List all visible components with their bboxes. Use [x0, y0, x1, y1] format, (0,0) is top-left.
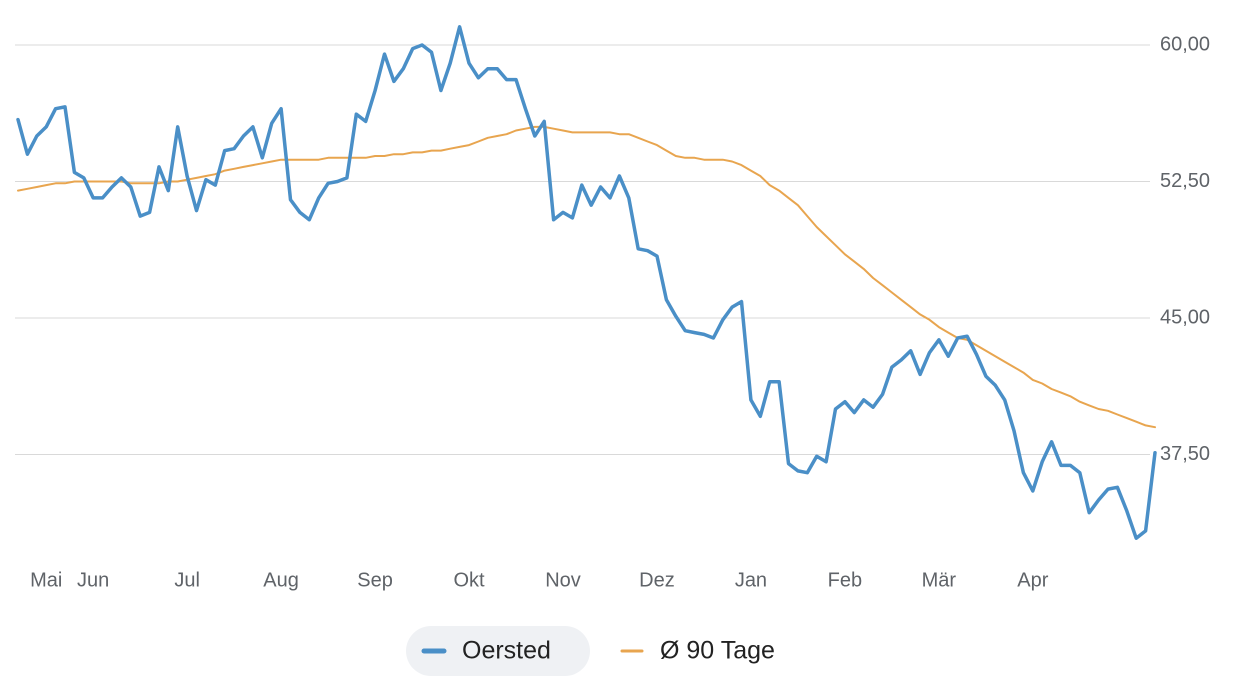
series-line	[17, 125, 1156, 429]
x-tick-label: Feb	[828, 569, 862, 591]
x-tick-label: Okt	[453, 569, 485, 591]
legend-label: Ø 90 Tage	[660, 637, 775, 665]
y-tick-label: 52,50	[1160, 170, 1210, 192]
x-tick-label: Jun	[77, 569, 109, 591]
legend-item[interactable]: Oersted	[406, 626, 590, 676]
series-line	[16, 25, 1157, 540]
x-tick-label: Apr	[1017, 569, 1048, 591]
legend-label: Oersted	[462, 637, 551, 665]
y-tick-label: 60,00	[1160, 33, 1210, 55]
x-tick-label: Nov	[545, 569, 581, 591]
x-tick-label: Aug	[263, 569, 299, 591]
x-tick-label: Mai	[30, 569, 62, 591]
x-tick-label: Mär	[922, 569, 957, 591]
y-tick-label: 45,00	[1160, 306, 1210, 328]
x-tick-label: Jan	[735, 569, 767, 591]
legend-highlight	[406, 626, 590, 676]
x-tick-label: Sep	[357, 569, 393, 591]
legend-item[interactable]: Ø 90 Tage	[620, 637, 775, 665]
y-tick-label: 37,50	[1160, 443, 1210, 465]
x-tick-label: Jul	[174, 569, 200, 591]
x-tick-label: Dez	[639, 569, 675, 591]
